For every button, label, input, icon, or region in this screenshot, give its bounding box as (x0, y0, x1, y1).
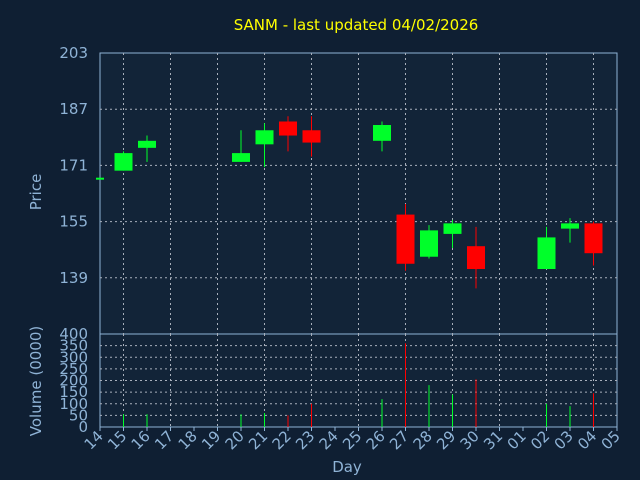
price-tick-label: 171 (59, 156, 88, 174)
x-tick-label: 21 (245, 427, 271, 453)
x-tick-label: 17 (151, 427, 177, 453)
candle-bodies (96, 121, 603, 270)
x-axis-label: Day (332, 458, 362, 476)
price-axis-label: Price (27, 174, 45, 211)
x-tick-label: 16 (128, 427, 154, 453)
x-tick-label: 22 (269, 427, 295, 453)
candle-body (96, 177, 104, 180)
x-tick-label: 31 (480, 427, 506, 453)
x-tick-label: 20 (222, 427, 248, 453)
x-tick-label: 01 (504, 427, 530, 453)
price-tick-label: 187 (59, 100, 88, 118)
x-tick-label: 03 (551, 427, 577, 453)
x-tick-label: 19 (198, 427, 224, 453)
volume-tick-label: 150 (59, 383, 88, 401)
candle-body (232, 153, 250, 162)
candle-body (302, 130, 321, 143)
volume-axis-label: Volume (0000) (27, 326, 45, 436)
x-tick-label: 26 (363, 427, 389, 453)
chart-title: SANM - last updated 04/02/2026 (234, 16, 479, 34)
volume-tick-label: 350 (59, 337, 88, 355)
volume-tick-label: 250 (59, 360, 88, 378)
x-tick-label: 15 (104, 427, 130, 453)
x-tick-label: 28 (410, 427, 436, 453)
price-tick-label: 139 (59, 269, 88, 287)
x-tick-label: 25 (339, 427, 365, 453)
x-tick-label: 04 (574, 427, 600, 453)
price-tick-label: 155 (59, 213, 88, 231)
candle-body (420, 230, 438, 257)
price-tick-label: 203 (59, 44, 88, 62)
candle-body (584, 223, 603, 254)
x-tick-label: 24 (316, 427, 342, 453)
candle-body (537, 237, 556, 270)
volume-tick-label: 50 (69, 406, 88, 424)
candle-body (138, 140, 156, 148)
x-tick-label: 30 (457, 427, 483, 453)
volume-tick-label: 400 (59, 325, 88, 343)
candle-body (279, 121, 297, 136)
candle-body (373, 125, 391, 141)
volume-tick-label: 300 (59, 348, 88, 366)
volume-tick-label: 200 (59, 372, 88, 390)
candle-body (561, 223, 579, 229)
candle-body (443, 223, 462, 234)
x-tick-label: 29 (433, 427, 459, 453)
candle-body (114, 153, 133, 171)
candle-body (396, 214, 415, 264)
volume-bars (123, 343, 594, 427)
candle-body (467, 246, 485, 270)
volume-tick-label: 0 (78, 418, 88, 436)
x-tick-label: 05 (598, 427, 624, 453)
volume-tick-label: 100 (59, 395, 88, 413)
x-tick-label: 23 (292, 427, 318, 453)
x-tick-label: 18 (175, 427, 201, 453)
candle-body (255, 130, 274, 145)
x-tick-label: 02 (527, 427, 553, 453)
x-tick-label: 27 (386, 427, 412, 453)
